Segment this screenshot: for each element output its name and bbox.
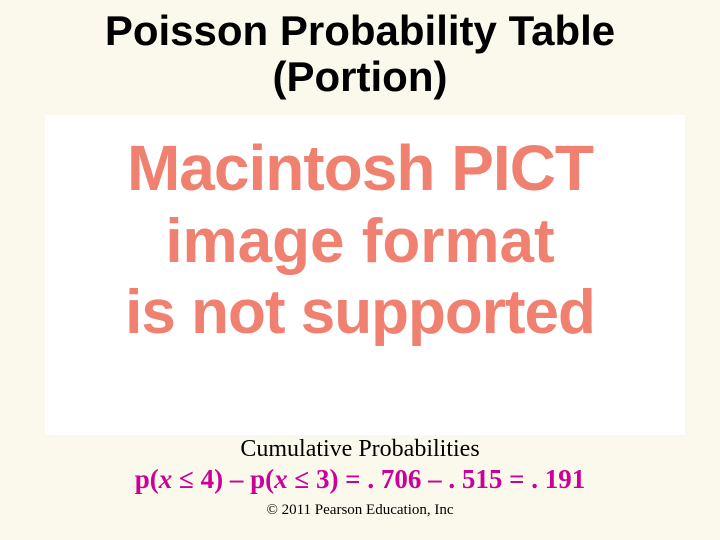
formula-cond2: ≤ 3) = . 706 – . 515 = . 191: [288, 464, 586, 494]
title-line-1: Poisson Probability Table: [0, 8, 720, 54]
formula-var1: x: [159, 464, 173, 494]
slide-title: Poisson Probability Table (Portion): [0, 0, 720, 100]
formula-var2: x: [274, 464, 288, 494]
pict-line-1: Macintosh PICT: [40, 132, 680, 206]
formula-cond1: ≤ 4) – p(: [172, 464, 274, 494]
title-line-2: (Portion): [0, 54, 720, 100]
pict-line-3: is not supported: [40, 277, 680, 348]
copyright-text: © 2011 Pearson Education, Inc: [0, 502, 720, 519]
pict-error-message: Macintosh PICT image format is not suppo…: [40, 132, 680, 348]
probability-formula: p(x ≤ 4) – p(x ≤ 3) = . 706 – . 515 = . …: [0, 464, 720, 495]
pict-line-2: image format: [40, 206, 680, 277]
formula-prefix1: p(: [135, 464, 159, 494]
cumulative-probabilities-label: Cumulative Probabilities: [0, 436, 720, 463]
slide: Poisson Probability Table (Portion) Maci…: [0, 0, 720, 540]
